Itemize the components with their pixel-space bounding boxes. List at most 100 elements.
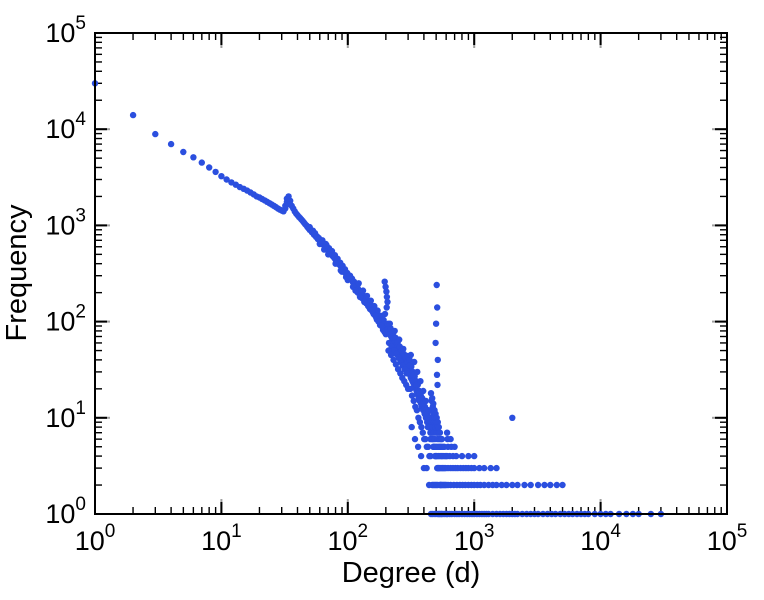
y-tick-label: 101 [45,398,86,433]
data-point [352,287,359,294]
y-tick-label: 105 [45,13,86,48]
data-point [521,481,528,489]
data-point [387,351,395,359]
data-point [414,368,421,376]
data-point [434,419,441,426]
data-point [487,464,494,472]
data-point [198,159,205,166]
data-point [429,395,436,402]
data-point [438,435,446,443]
data-point [206,164,213,171]
data-point [419,429,426,436]
data-point [223,176,230,183]
data-point [422,397,430,405]
plot-frame [94,32,728,515]
data-point [481,481,488,489]
data-point [503,481,510,489]
data-point [432,339,439,347]
x-tick-label: 105 [707,521,748,556]
data-point [436,429,444,436]
data-point [434,356,441,364]
data-point [392,361,400,368]
data-point [541,481,548,489]
data-point [407,351,414,359]
data-point [407,385,414,392]
data-point [325,251,332,258]
data-point [413,407,421,414]
data-point [527,481,534,489]
data-point [384,298,391,306]
y-tick-label: 100 [45,494,86,529]
data-point [434,304,441,311]
data-point [416,419,424,426]
data-point [559,481,566,489]
data-point [396,336,403,343]
data-point [451,443,458,450]
data-point [434,481,441,489]
x-axis-label: Degree (d) [342,557,481,589]
data-point [411,435,419,443]
data-point [414,443,422,450]
data-point [381,310,389,318]
y-axis-label: Frequency [1,204,33,342]
data-point [383,293,391,301]
data-point [465,452,472,460]
data-point [337,267,344,274]
data-point [408,392,416,399]
y-tick-label: 103 [45,205,86,240]
data-point [435,423,442,431]
data-point [129,111,137,119]
data-point [427,390,435,397]
data-point [386,320,393,327]
data-point [361,298,368,306]
x-tick-labels: 100 101 102 103 104 105 [75,521,748,556]
data-point [547,481,554,489]
y-tick-label: 104 [45,109,86,144]
data-point [422,435,429,443]
data-point [359,287,367,294]
scatter-points [91,80,665,518]
data-point [509,481,516,489]
data-point [406,362,414,369]
data-point [152,130,159,138]
data-point [365,302,372,310]
data-point [453,452,460,460]
data-point [372,312,379,319]
data-point [408,423,415,431]
data-point [167,140,175,148]
axis-ticks [94,32,728,515]
data-point [383,288,390,295]
data-point [476,464,483,472]
y-tick-labels: 100 101 102 103 104 105 [45,13,86,529]
data-point [420,387,427,395]
x-tick-label: 101 [201,521,242,556]
data-point [423,464,430,472]
data-point [534,481,542,489]
x-tick-label: 103 [454,521,495,556]
data-point [447,435,454,443]
data-point [493,464,500,472]
data-point [190,154,197,161]
data-point [427,452,434,460]
data-point [418,423,425,431]
data-point [498,481,505,489]
data-point [417,452,425,460]
data-point [471,452,478,460]
data-point [363,292,371,300]
data-point [443,429,451,436]
data-point [424,443,432,450]
data-point [212,168,219,176]
data-point [430,400,437,407]
data-point [323,242,330,249]
data-point [411,358,418,366]
data-point [481,464,488,472]
data-point [391,327,398,335]
data-point [378,322,385,330]
data-point [514,481,521,489]
data-point [493,481,500,489]
data-point [356,293,364,301]
data-point [471,464,478,472]
y-tick-label: 102 [45,302,86,337]
